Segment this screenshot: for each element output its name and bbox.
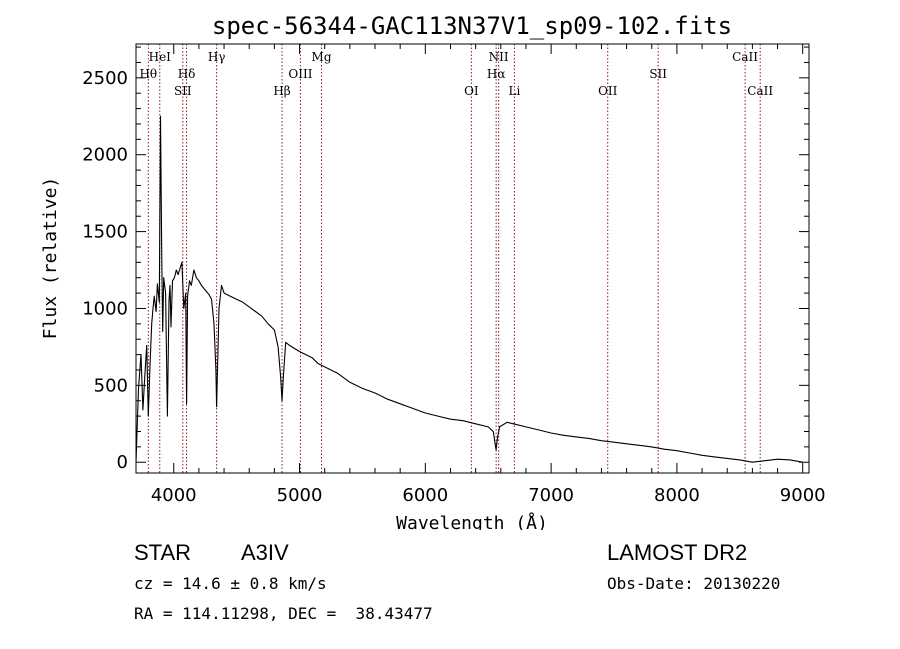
line-label: Hθ	[139, 67, 157, 81]
x-tick-label: 6000	[402, 485, 448, 506]
y-tick-label: 2500	[82, 68, 128, 89]
line-label: Hβ	[273, 84, 290, 98]
line-label: NII	[489, 50, 509, 64]
y-tick-label: 1000	[82, 298, 128, 319]
redshift-value: cz = 14.6 ± 0.8 km/s	[134, 574, 327, 593]
subclass: A3IV	[241, 540, 289, 565]
line-label: OIII	[288, 67, 312, 81]
x-tick-label: 4000	[151, 485, 197, 506]
x-tick-label: 9000	[780, 485, 826, 506]
spectrum-series	[135, 115, 803, 463]
line-label: CaII	[747, 84, 773, 98]
axis-ticks: 4000 5000 6000 7000 8000 9000 0 500 1000 1500 2000…	[82, 44, 826, 506]
y-axis-label: Flux (relative)	[40, 177, 61, 340]
line-label: OI	[464, 84, 479, 98]
line-label: CaII	[732, 50, 758, 64]
x-tick-label: 7000	[528, 485, 574, 506]
y-tick-label: 0	[117, 452, 128, 473]
chart-title: spec-56344-GAC113N37V1_sp09-102.fits	[212, 12, 732, 40]
line-label: SII	[174, 84, 192, 98]
spectrum-line	[135, 115, 803, 463]
line-label: Hδ	[178, 67, 196, 81]
y-tick-label: 2000	[82, 145, 128, 166]
x-tick-label: 5000	[277, 485, 323, 506]
line-label: HeI	[149, 50, 172, 64]
y-tick-label: 1500	[82, 222, 128, 243]
line-label: OII	[598, 84, 618, 98]
plot-frame	[135, 43, 810, 474]
x-tick-label: 8000	[654, 485, 700, 506]
line-label: Li	[508, 84, 520, 98]
spectrum-chart: spec-56344-GAC113N37V1_sp09-102.fits HθH…	[40, 12, 826, 530]
obs-date: Obs-Date: 20130220	[607, 574, 781, 593]
x-axis-label: Wavelength (Å)	[396, 512, 548, 530]
survey-name: LAMOST DR2	[607, 540, 748, 565]
line-label: Hγ	[208, 50, 226, 64]
line-label: Hα	[487, 67, 506, 81]
y-tick-label: 500	[94, 375, 128, 396]
object-class: STAR	[134, 540, 192, 565]
line-label: Mg	[312, 50, 332, 64]
line-label: SII	[649, 67, 667, 81]
coordinates: RA = 114.11298, DEC = 38.43477	[134, 604, 433, 623]
